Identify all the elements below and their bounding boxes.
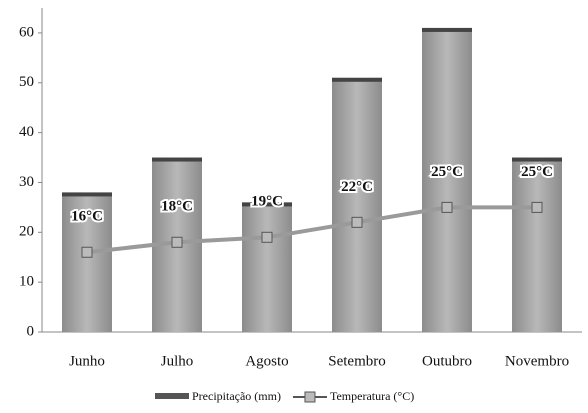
legend-swatch xyxy=(304,391,316,403)
x-tick-label: Agosto xyxy=(245,353,288,369)
x-tick-label: Setembro xyxy=(328,353,386,369)
data-label: 18°C xyxy=(161,199,193,215)
bar-cap xyxy=(512,157,562,162)
y-tick-label: 60 xyxy=(19,24,34,40)
bar xyxy=(62,192,112,332)
x-tick-label: Novembro xyxy=(505,353,569,369)
bar-cap xyxy=(242,202,292,207)
y-tick-label: 30 xyxy=(19,174,34,190)
data-label: 16°C xyxy=(71,209,103,225)
y-tick-label: 20 xyxy=(19,224,34,240)
data-label: 25°C xyxy=(521,164,553,180)
bar-cap xyxy=(422,27,472,32)
marker xyxy=(351,216,363,228)
legend-label: Precipitação (mm) xyxy=(192,389,281,403)
marker xyxy=(531,201,543,213)
line xyxy=(86,205,537,255)
legend-swatch xyxy=(155,393,189,399)
bar xyxy=(332,77,382,333)
data-label: 19°C xyxy=(251,194,283,210)
y-tick-label: 40 xyxy=(19,124,34,140)
data-label: 22°C xyxy=(341,179,373,195)
y-tick-label: 0 xyxy=(27,323,35,339)
marker xyxy=(171,236,183,248)
marker xyxy=(261,231,273,243)
x-tick-label: Julho xyxy=(161,353,194,369)
x-tick-label: Junho xyxy=(69,353,105,369)
y-tick-label: 10 xyxy=(19,274,34,290)
bar xyxy=(242,202,292,332)
x-tick-label: Outubro xyxy=(422,353,472,369)
bar-cap xyxy=(152,157,202,162)
y-tick-label: 50 xyxy=(19,74,34,90)
marker xyxy=(81,246,93,258)
bar xyxy=(512,157,562,332)
bar-cap xyxy=(332,77,382,82)
bar xyxy=(422,27,472,332)
bar-cap xyxy=(62,192,112,197)
data-label: 25°C xyxy=(431,164,463,180)
marker xyxy=(441,201,453,213)
legend-label: Temperatura (°C) xyxy=(330,389,414,403)
